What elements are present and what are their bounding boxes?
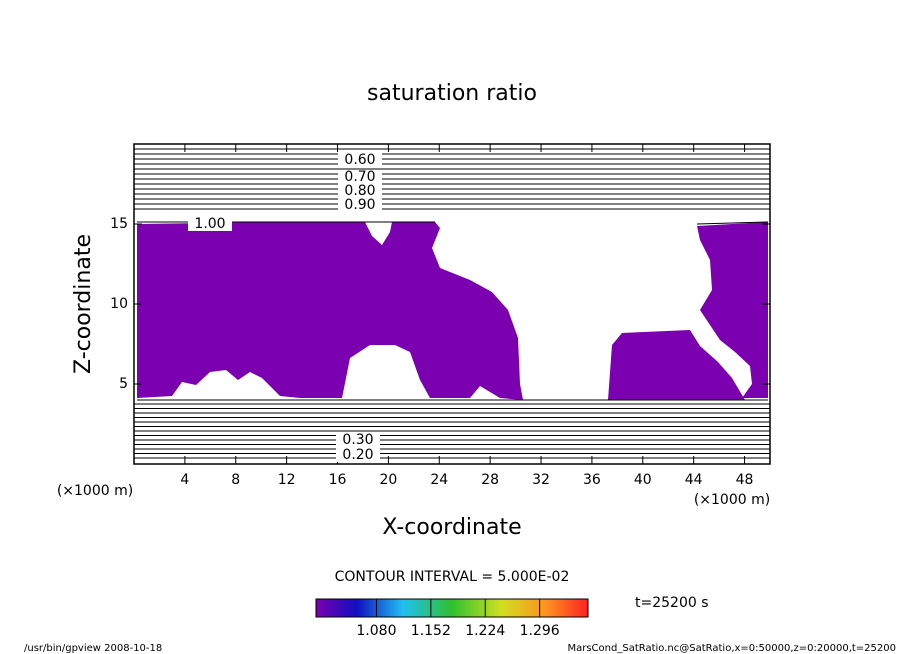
x-tick-label: 20	[379, 472, 397, 488]
footer-left: /usr/bin/gpview 2008-10-18	[24, 643, 162, 654]
time-label: t=25200 s	[635, 595, 709, 611]
contour-label: 0.60	[344, 152, 375, 168]
contour-label-bg	[338, 198, 382, 212]
contour-label: 0.70	[344, 169, 375, 185]
chart-title: saturation ratio	[367, 81, 537, 106]
colorbar-tick-label: 1.080	[356, 623, 396, 639]
contour-fill	[137, 222, 768, 400]
contour-line	[137, 221, 769, 401]
contour-label-bg	[336, 433, 380, 447]
x-tick-label: 8	[231, 472, 240, 488]
footer-right: MarsCond_SatRatio.nc@SatRatio,x=0:50000,…	[567, 643, 896, 654]
colorbar-tick-label: 1.152	[411, 623, 451, 639]
y-unit: (×1000 m)	[57, 483, 133, 499]
x-tick-label: 48	[736, 472, 754, 488]
x-tick-label: 40	[634, 472, 652, 488]
contour-label-bg	[338, 153, 382, 167]
contour-interval: CONTOUR INTERVAL = 5.000E-02	[335, 569, 570, 585]
contour-label-bg	[336, 448, 380, 462]
contour-label: 0.30	[342, 432, 373, 448]
x-tick-label: 28	[481, 472, 499, 488]
y-tick-label: 15	[110, 216, 128, 232]
x-tick-label: 44	[685, 472, 703, 488]
y-axis-label: Z-coordinate	[71, 234, 96, 374]
x-axis-label: X-coordinate	[382, 515, 521, 540]
x-tick-label: 32	[532, 472, 550, 488]
x-tick-label: 24	[430, 472, 448, 488]
colorbar-tick-label: 1.296	[520, 623, 560, 639]
contour-label-bg	[338, 170, 382, 184]
contour-lines	[134, 148, 770, 459]
colorbar-tick-label: 1.224	[465, 623, 505, 639]
y-tick-label: 5	[119, 376, 128, 392]
contour-label-bg	[338, 184, 382, 198]
x-tick-label: 4	[180, 472, 189, 488]
colorbar	[315, 598, 589, 618]
fill-region	[697, 222, 768, 398]
contour-label: 0.20	[342, 447, 373, 463]
x-unit: (×1000 m)	[694, 492, 770, 508]
x-tick-label: 36	[583, 472, 601, 488]
fill-region	[608, 330, 745, 400]
contour-label: 0.90	[344, 197, 375, 213]
y-tick-label: 10	[110, 296, 128, 312]
x-tick-label: 12	[278, 472, 296, 488]
fill-region	[137, 222, 523, 400]
contour-label: 0.80	[344, 183, 375, 199]
contour-label: 1.00	[194, 216, 225, 232]
contour-label-bg	[188, 217, 232, 231]
x-tick-label: 16	[329, 472, 347, 488]
